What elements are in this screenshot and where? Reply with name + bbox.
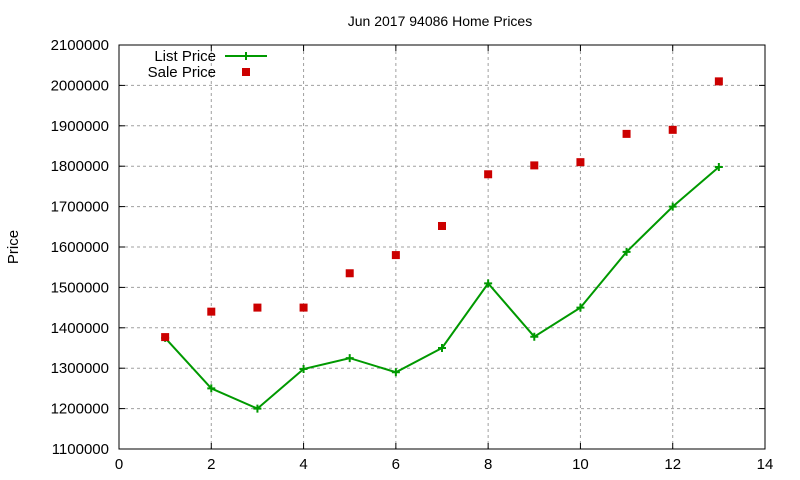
square-marker — [253, 303, 262, 312]
plus-marker — [576, 303, 585, 312]
plus-marker — [253, 404, 262, 413]
square-marker — [484, 170, 493, 179]
plus-marker — [345, 354, 354, 363]
x-tick-label: 0 — [115, 456, 123, 473]
plus-marker — [299, 365, 308, 374]
axes — [118, 44, 766, 450]
square-marker — [391, 251, 400, 260]
square-marker — [207, 307, 216, 316]
legend-item: Sale Price — [148, 64, 250, 81]
data-series — [161, 77, 723, 413]
x-tick-label: 6 — [392, 456, 400, 473]
y-tick-label: 1500000 — [51, 279, 109, 296]
y-tick-label: 1600000 — [51, 239, 109, 256]
chart-title: Jun 2017 94086 Home Prices — [348, 13, 532, 29]
square-marker — [242, 68, 250, 76]
y-tick-label: 1700000 — [51, 199, 109, 216]
y-tick-label: 2100000 — [51, 37, 109, 54]
square-marker — [299, 303, 308, 312]
plus-marker — [242, 52, 250, 60]
y-tick-label: 1100000 — [52, 441, 109, 458]
square-marker — [345, 269, 354, 278]
y-tick-label: 1400000 — [51, 320, 109, 337]
plus-marker — [622, 247, 631, 256]
square-marker — [438, 221, 446, 230]
x-tick-label: 8 — [484, 456, 492, 473]
square-marker — [714, 77, 723, 86]
x-tick-label: 2 — [207, 456, 215, 473]
square-marker — [576, 158, 585, 167]
x-tick-label: 12 — [664, 456, 681, 473]
plus-marker — [391, 368, 400, 377]
grid-lines — [119, 45, 765, 449]
x-tick-label: 4 — [299, 456, 307, 473]
plus-marker — [530, 332, 539, 341]
tick-labels: 0 2 4 6 8 10 12 14 1100000 1200000 1300000 1400000 1… — [51, 37, 774, 473]
plus-marker — [207, 384, 216, 393]
y-tick-label: 1900000 — [51, 118, 109, 135]
square-marker — [668, 125, 677, 134]
y-tick-label: 1200000 — [51, 401, 109, 418]
legend-label: List Price — [154, 48, 216, 65]
legend-label: Sale Price — [148, 64, 216, 81]
plus-marker — [438, 344, 446, 352]
y-tick-label: 1300000 — [51, 360, 109, 377]
plus-marker — [714, 163, 723, 172]
x-tick-label: 10 — [572, 456, 589, 473]
x-tick-label: 14 — [757, 456, 774, 473]
y-tick-label: 2000000 — [51, 77, 109, 94]
plus-marker — [668, 202, 677, 211]
y-tick-label: 1800000 — [51, 158, 109, 175]
square-marker — [622, 129, 631, 138]
square-marker — [530, 161, 539, 170]
plus-marker — [484, 279, 493, 288]
y-axis-label: Price — [5, 230, 22, 264]
legend-item: List Price — [154, 48, 267, 65]
series-sale-price — [161, 77, 723, 342]
square-marker — [161, 333, 170, 342]
